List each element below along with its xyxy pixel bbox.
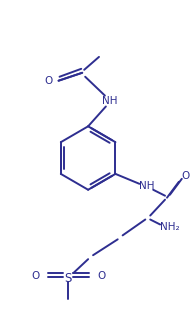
Text: NH: NH xyxy=(138,181,154,191)
Text: S: S xyxy=(65,271,72,284)
Text: O: O xyxy=(98,271,106,281)
Text: NH: NH xyxy=(102,96,118,106)
Text: O: O xyxy=(182,171,190,181)
Text: O: O xyxy=(32,271,40,281)
Text: NH₂: NH₂ xyxy=(160,222,180,232)
Text: O: O xyxy=(45,76,53,86)
